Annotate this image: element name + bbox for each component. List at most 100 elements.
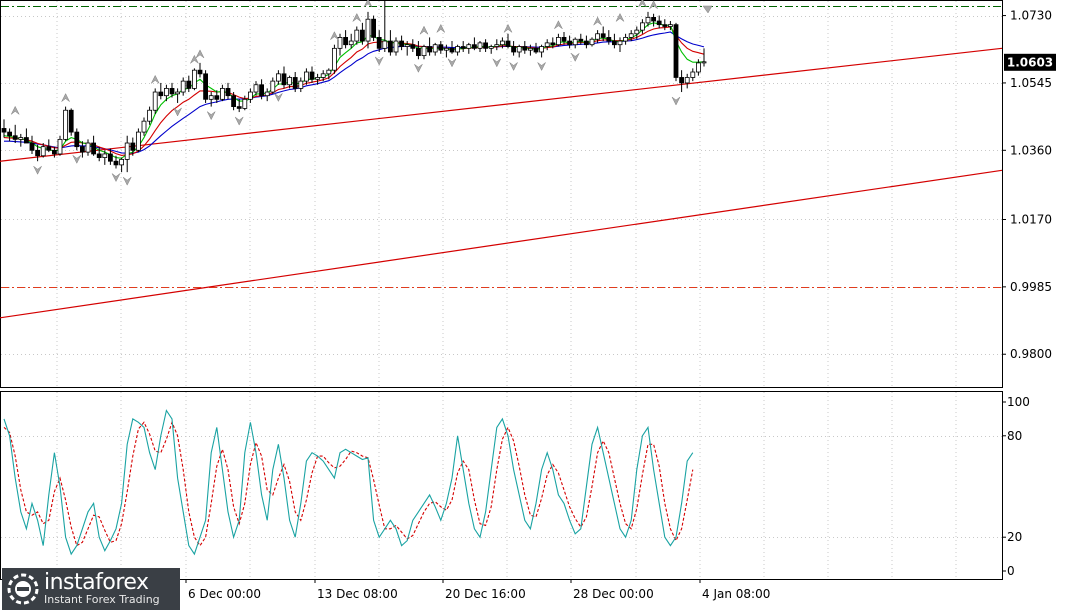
candle-body: [662, 24, 668, 27]
candle-body: [163, 87, 169, 97]
candle: [673, 22, 679, 82]
candle: [651, 13, 656, 27]
candle: [35, 144, 40, 162]
candle-body: [108, 153, 113, 162]
candle-body: [432, 44, 438, 53]
candle-body: [331, 47, 337, 71]
candle-body: [460, 46, 466, 49]
candle: [556, 33, 561, 47]
candle: [471, 37, 477, 51]
candle-body: [516, 46, 522, 53]
candle: [371, 15, 377, 42]
candle-body: [483, 42, 489, 49]
candle: [578, 33, 584, 45]
candle-body: [68, 109, 74, 133]
candle: [539, 44, 544, 58]
candle: [108, 148, 113, 165]
candle: [80, 141, 85, 158]
candle-body: [225, 87, 231, 97]
candle: [141, 117, 147, 136]
candle-body: [488, 46, 494, 49]
candle-body: [85, 142, 91, 153]
fractal-down-marker: [122, 176, 132, 186]
candle-body: [578, 38, 584, 42]
candle: [264, 88, 270, 102]
candle: [85, 139, 91, 156]
candle: [696, 59, 701, 76]
candle-body: [612, 40, 617, 46]
candle-body: [673, 24, 679, 78]
candle: [186, 75, 192, 93]
candle-body: [550, 42, 556, 46]
fractal-up-marker: [363, 0, 373, 8]
fractal-up-marker: [352, 12, 362, 22]
candle-body: [410, 44, 416, 49]
oscillator-tick-label: 20: [1007, 530, 1022, 544]
candle-body: [539, 46, 544, 53]
candle: [494, 39, 500, 51]
candle: [180, 77, 186, 96]
candle: [449, 41, 455, 54]
candle: [124, 135, 130, 173]
fractal-down-marker: [111, 173, 121, 183]
fractal-down-marker: [206, 111, 216, 121]
candle: [488, 44, 494, 54]
candle: [219, 84, 225, 102]
candle-body: [466, 44, 472, 49]
candle-body: [63, 109, 68, 140]
candle: [427, 37, 433, 56]
candle-body: [18, 137, 24, 140]
candle-body: [130, 142, 136, 151]
fractal-down-marker: [234, 116, 244, 126]
candle: [679, 70, 684, 93]
candle: [466, 42, 472, 54]
candle-body: [337, 37, 343, 49]
candle-body: [52, 149, 57, 155]
candle-body: [147, 109, 153, 122]
candle-body: [219, 87, 225, 100]
candle-body: [505, 40, 511, 47]
candle-body: [600, 33, 606, 38]
oscillator-grid: [1, 392, 1002, 579]
trend-lines: [0, 47, 1003, 319]
candle: [46, 139, 52, 153]
candle: [550, 37, 556, 49]
candle: [443, 44, 449, 58]
candle-body: [186, 80, 192, 89]
trend-line: [0, 47, 1003, 162]
brand-logo: instaforex Instant Forex Trading: [2, 568, 180, 610]
fractal-up-marker: [190, 54, 199, 64]
candle-body: [141, 120, 147, 133]
candle-body: [303, 71, 309, 82]
candle-body: [528, 47, 533, 51]
candle-body: [556, 37, 561, 46]
candle: [404, 41, 410, 56]
fractal-down-marker: [570, 53, 580, 62]
candle-body: [365, 18, 371, 42]
candle-body: [208, 95, 214, 100]
candle-body: [427, 46, 433, 53]
candle: [12, 124, 18, 144]
candle-body: [259, 84, 265, 97]
candle: [298, 77, 304, 93]
candle: [499, 37, 505, 49]
candle: [275, 70, 281, 85]
candle: [231, 92, 237, 111]
price-tick-label: 0.9985: [1010, 280, 1052, 294]
candle-body: [651, 16, 656, 22]
date-tick-label: 20 Dec 16:00: [445, 587, 526, 601]
candle: [690, 68, 696, 82]
candle: [421, 44, 427, 60]
candle-body: [455, 46, 461, 53]
candle: [382, 0, 388, 52]
candle: [152, 88, 158, 114]
candle-body: [281, 73, 287, 86]
candle-body: [231, 95, 237, 108]
candle-body: [477, 42, 483, 49]
candle-body: [275, 73, 281, 82]
candle: [303, 68, 309, 85]
candle-body: [46, 146, 52, 151]
candle-body: [572, 38, 578, 46]
candle: [567, 35, 572, 49]
